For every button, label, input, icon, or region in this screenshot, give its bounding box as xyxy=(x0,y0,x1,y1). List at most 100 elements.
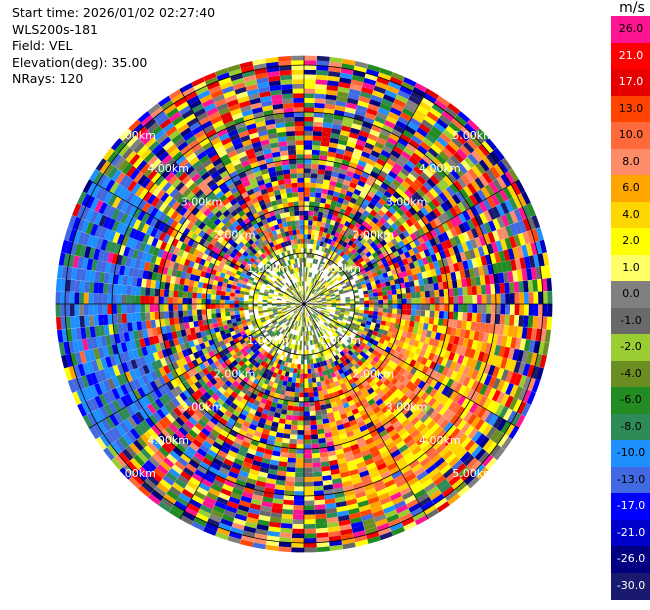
velocity-cell xyxy=(295,472,304,478)
velocity-cell xyxy=(482,198,492,211)
velocity-cell xyxy=(480,186,491,199)
velocity-cell xyxy=(458,212,467,224)
velocity-cell xyxy=(285,419,292,425)
velocity-cell xyxy=(369,277,375,283)
velocity-cell xyxy=(328,209,335,216)
velocity-cell xyxy=(317,390,324,397)
velocity-cell xyxy=(304,215,309,221)
velocity-cell xyxy=(320,295,326,299)
velocity-cell xyxy=(358,257,365,263)
velocity-cell xyxy=(102,283,109,294)
velocity-cell xyxy=(102,304,108,315)
velocity-cell xyxy=(312,466,322,473)
velocity-cell xyxy=(357,274,364,280)
velocity-cell xyxy=(253,298,258,302)
velocity-cell xyxy=(290,382,296,388)
velocity-cell xyxy=(466,182,477,195)
velocity-cell xyxy=(285,414,293,421)
velocity-cell xyxy=(83,292,89,304)
velocity-cell xyxy=(313,278,317,284)
velocity-cell xyxy=(496,216,506,229)
velocity-cell xyxy=(304,401,310,407)
velocity-cell xyxy=(327,189,335,196)
velocity-cell xyxy=(315,244,320,251)
velocity-cell xyxy=(354,268,361,274)
velocity-cell xyxy=(332,210,339,217)
velocity-cell xyxy=(454,114,467,127)
velocity-cell xyxy=(323,117,334,124)
velocity-cell xyxy=(421,119,434,130)
velocity-cell xyxy=(293,401,299,407)
velocity-cell xyxy=(317,173,325,180)
velocity-cell xyxy=(311,377,317,383)
velocity-cell xyxy=(441,110,455,122)
velocity-cell xyxy=(491,294,496,304)
velocity-cell xyxy=(439,164,451,176)
velocity-cell xyxy=(325,326,331,332)
velocity-cell xyxy=(313,284,318,290)
velocity-cell xyxy=(366,260,373,267)
velocity-cell xyxy=(318,260,323,266)
velocity-cell xyxy=(514,221,523,235)
velocity-cell xyxy=(373,296,379,301)
velocity-cell xyxy=(374,213,383,221)
velocity-cell xyxy=(386,270,393,277)
velocity-cell xyxy=(169,282,175,291)
velocity-cell xyxy=(439,178,450,189)
velocity-cell xyxy=(486,243,494,255)
velocity-cell xyxy=(369,99,382,108)
velocity-cell xyxy=(281,404,288,411)
velocity-cell xyxy=(286,466,296,473)
velocity-cell xyxy=(215,299,221,304)
velocity-cell xyxy=(409,232,418,241)
velocity-cell xyxy=(367,174,377,183)
velocity-cell xyxy=(313,391,319,397)
velocity-cell xyxy=(397,304,403,310)
velocity-cell xyxy=(234,307,240,312)
velocity-cell xyxy=(523,280,529,293)
velocity-cell xyxy=(338,192,346,200)
velocity-cell xyxy=(411,298,417,304)
velocity-cell xyxy=(79,280,85,293)
velocity-cell xyxy=(340,280,346,286)
velocity-cell xyxy=(308,302,313,304)
velocity-cell xyxy=(329,234,335,241)
velocity-cell xyxy=(542,304,548,317)
velocity-cell xyxy=(470,180,481,192)
velocity-cell xyxy=(429,219,438,229)
velocity-cell xyxy=(375,201,384,210)
velocity-cell xyxy=(425,231,434,241)
velocity-cell xyxy=(405,243,413,251)
velocity-cell xyxy=(453,166,465,178)
velocity-cell xyxy=(304,295,306,300)
velocity-cell xyxy=(411,113,424,124)
velocity-cell xyxy=(362,263,369,270)
velocity-cell xyxy=(392,308,398,314)
velocity-cell xyxy=(342,120,353,128)
velocity-cell xyxy=(378,170,388,179)
velocity-cell xyxy=(201,304,207,310)
velocity-cell xyxy=(416,244,424,253)
velocity-cell xyxy=(349,308,355,312)
velocity-cell xyxy=(304,196,310,202)
velocity-cell xyxy=(311,283,315,288)
velocity-cell xyxy=(347,246,354,253)
velocity-cell xyxy=(130,295,136,304)
velocity-cell xyxy=(456,177,467,189)
velocity-cell xyxy=(377,209,386,218)
velocity-cell xyxy=(513,234,522,247)
velocity-cell xyxy=(354,260,361,266)
velocity-cell xyxy=(211,317,218,324)
velocity-cell xyxy=(371,124,382,133)
velocity-cell xyxy=(312,329,316,335)
velocity-cell xyxy=(433,236,441,245)
velocity-cell xyxy=(376,158,386,167)
velocity-cell xyxy=(415,200,424,210)
velocity-cell xyxy=(386,198,395,207)
velocity-cell xyxy=(469,194,479,206)
velocity-cell xyxy=(331,269,337,275)
velocity-cell xyxy=(366,244,373,252)
velocity-cell xyxy=(450,254,458,264)
velocity-cell xyxy=(408,156,419,166)
velocity-cell xyxy=(316,275,321,281)
